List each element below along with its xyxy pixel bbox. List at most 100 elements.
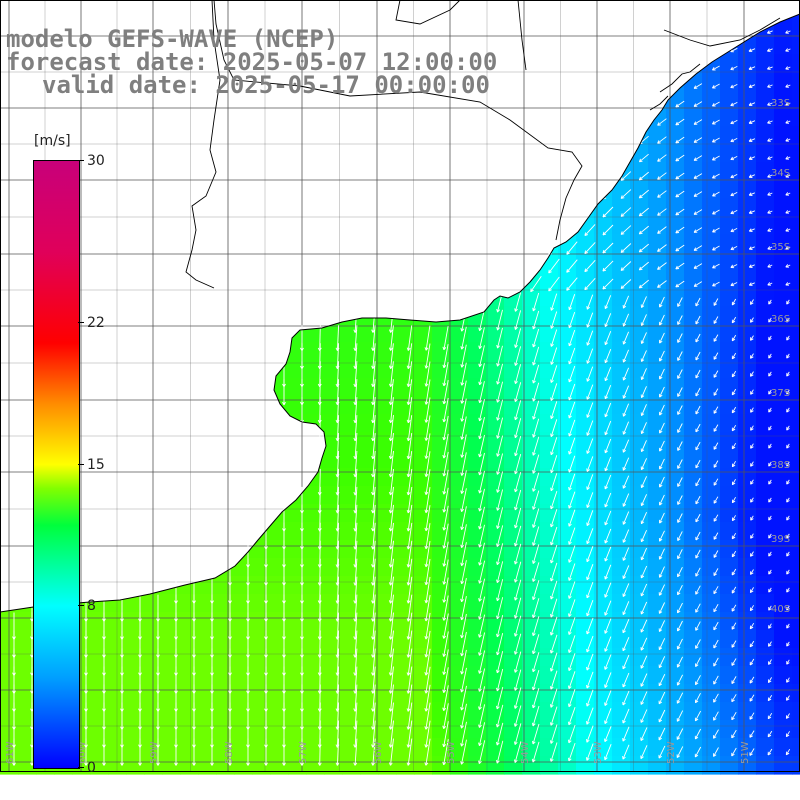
border-line xyxy=(663,17,781,47)
wind-speed-cell xyxy=(270,738,289,757)
wind-arrow xyxy=(495,722,504,746)
latitude-label: 34S xyxy=(771,168,790,179)
wind-speed-cell xyxy=(360,342,379,361)
wind-arrow xyxy=(604,618,612,634)
wind-speed-cell xyxy=(738,414,757,433)
wind-arrow xyxy=(496,489,504,511)
wind-speed-cell xyxy=(666,324,685,343)
wind-arrow xyxy=(424,576,431,604)
wind-speed-cell xyxy=(792,18,800,37)
wind-arrow xyxy=(442,631,449,657)
wind-arrow xyxy=(406,540,413,568)
wind-speed-cell xyxy=(648,756,667,775)
wind-arrow xyxy=(713,711,719,721)
wind-arrow xyxy=(514,471,522,493)
wind-speed-cell xyxy=(270,666,289,685)
wind-arrow xyxy=(550,526,558,546)
wind-speed-cell xyxy=(342,630,361,649)
wind-arrow xyxy=(658,296,665,308)
wind-arrow xyxy=(442,595,449,621)
wind-speed-cell xyxy=(792,738,800,757)
wind-speed-cell xyxy=(558,756,577,775)
wind-arrow xyxy=(460,542,467,567)
wind-arrow xyxy=(675,136,685,144)
wind-speed-cell xyxy=(504,504,523,523)
wind-arrow xyxy=(568,653,576,672)
wind-arrow xyxy=(460,560,467,585)
wind-arrow xyxy=(785,30,791,34)
wind-speed-cell xyxy=(738,90,757,109)
wind-speed-cell xyxy=(720,576,739,595)
wind-arrow xyxy=(12,738,16,766)
wind-speed-cell xyxy=(432,756,451,775)
wind-arrow xyxy=(442,559,449,585)
wind-speed-cell xyxy=(504,756,523,775)
wind-arrow xyxy=(442,415,449,441)
wind-arrow xyxy=(638,225,649,235)
wind-arrow xyxy=(622,511,630,525)
wind-speed-cell xyxy=(792,252,800,271)
wind-arrow xyxy=(460,362,467,386)
wind-speed-cell xyxy=(162,648,181,667)
wind-speed-cell xyxy=(702,684,721,703)
wind-arrow xyxy=(388,558,394,586)
wind-arrow xyxy=(228,738,232,766)
wind-speed-cell xyxy=(486,666,505,685)
wind-arrow xyxy=(532,310,540,330)
wind-arrow xyxy=(638,261,649,271)
wind-speed-cell xyxy=(720,378,739,397)
wind-arrow xyxy=(246,738,250,766)
wind-arrow xyxy=(748,264,755,268)
wind-speed-cell xyxy=(288,612,307,631)
wind-speed-cell xyxy=(720,126,739,145)
longitude-label: 55W xyxy=(446,741,457,764)
wind-speed-cell xyxy=(702,522,721,541)
wind-arrow xyxy=(768,659,772,665)
wind-speed-cell xyxy=(774,486,793,505)
wind-speed-cell xyxy=(342,756,361,775)
wind-arrow xyxy=(550,347,558,365)
wind-speed-cell xyxy=(666,414,685,433)
wind-speed-cell xyxy=(108,612,127,631)
wind-arrow xyxy=(478,650,486,674)
wind-arrow xyxy=(713,639,719,649)
wind-arrow xyxy=(460,649,467,675)
wind-speed-cell xyxy=(684,558,703,577)
wind-arrow xyxy=(442,541,449,567)
wind-speed-cell xyxy=(576,756,595,775)
wind-arrow xyxy=(713,729,719,739)
wind-arrow xyxy=(677,459,683,469)
wind-speed-cell xyxy=(252,630,271,649)
wind-speed-cell xyxy=(684,576,703,595)
wind-speed-cell xyxy=(720,450,739,469)
wind-speed-cell xyxy=(468,450,487,469)
wind-speed-cell xyxy=(774,648,793,667)
wind-arrow xyxy=(424,361,431,387)
wind-arrow xyxy=(424,523,431,550)
wind-speed-cell xyxy=(468,468,487,487)
wind-speed-cell xyxy=(126,720,145,739)
longitude-label: 52W xyxy=(666,741,677,764)
wind-arrow xyxy=(622,349,630,363)
wind-arrow xyxy=(514,346,522,366)
wind-arrow xyxy=(604,600,612,616)
wind-arrow xyxy=(388,684,394,712)
wind-speed-cell xyxy=(774,684,793,703)
wind-speed-cell xyxy=(324,504,343,523)
wind-arrow xyxy=(604,402,612,418)
wind-arrow xyxy=(748,282,755,286)
grid-labels: 33S 34S 35S 36S 37S 38S 39S 40S 61W 60W 59W 58W 57W 5… xyxy=(5,98,790,764)
wind-arrow xyxy=(478,488,485,512)
wind-arrow xyxy=(602,242,614,254)
wind-speed-cell xyxy=(486,414,505,433)
wind-arrow xyxy=(620,207,632,217)
wind-speed-cell xyxy=(288,378,307,397)
wind-speed-cell xyxy=(288,648,307,667)
wind-speed-cell xyxy=(702,612,721,631)
wind-speed-cell xyxy=(738,252,757,271)
wind-arrow xyxy=(604,474,612,490)
wind-arrow xyxy=(640,745,648,760)
wind-speed-cell xyxy=(702,342,721,361)
wind-speed-cell xyxy=(270,540,289,559)
wind-speed-cell xyxy=(108,738,127,757)
